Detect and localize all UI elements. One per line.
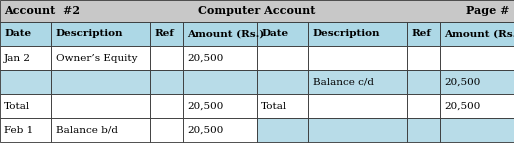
Text: Computer Account: Computer Account [198, 6, 316, 17]
Bar [151, 22, 183, 46]
Bar [408, 70, 440, 94]
Text: Owner’s Equity: Owner’s Equity [56, 53, 137, 62]
Bar [440, 94, 514, 118]
Bar [308, 94, 408, 118]
Bar [257, 70, 308, 94]
Text: Date: Date [4, 30, 31, 39]
Bar [151, 46, 183, 70]
Text: Total: Total [261, 102, 287, 111]
Text: Ref: Ref [155, 30, 174, 39]
Bar [408, 22, 440, 46]
Text: 20,500: 20,500 [444, 102, 481, 111]
Text: 20,500: 20,500 [187, 53, 224, 62]
Bar [0, 94, 51, 118]
Bar [0, 46, 51, 70]
Bar [151, 70, 183, 94]
Bar [440, 46, 514, 70]
Text: Description: Description [313, 30, 380, 39]
Text: Balance c/d: Balance c/d [313, 77, 374, 87]
Bar [51, 94, 151, 118]
Text: Ref: Ref [412, 30, 431, 39]
Bar [0, 0, 514, 22]
Bar [0, 118, 51, 142]
Bar [440, 70, 514, 94]
Bar [51, 46, 151, 70]
Bar [257, 22, 308, 46]
Text: Page #: Page # [466, 6, 510, 17]
Bar [308, 70, 408, 94]
Bar [183, 46, 257, 70]
Bar [440, 22, 514, 46]
Text: 20,500: 20,500 [187, 102, 224, 111]
Text: 20,500: 20,500 [187, 125, 224, 134]
Bar [51, 70, 151, 94]
Bar [408, 118, 440, 142]
Text: Jan 2: Jan 2 [4, 53, 31, 62]
Bar [257, 46, 308, 70]
Text: Account  #2: Account #2 [4, 6, 80, 17]
Bar [408, 94, 440, 118]
Bar [151, 118, 183, 142]
Text: Total: Total [4, 102, 30, 111]
Bar [183, 22, 257, 46]
Bar [51, 118, 151, 142]
Bar [0, 70, 51, 94]
Text: Balance b/d: Balance b/d [56, 125, 118, 134]
Bar [183, 118, 257, 142]
Bar [308, 22, 408, 46]
Bar [257, 118, 308, 142]
Text: Amount (Rs.): Amount (Rs.) [444, 30, 514, 39]
Bar [0, 22, 51, 46]
Text: 20,500: 20,500 [444, 77, 481, 87]
Bar [51, 22, 151, 46]
Bar [408, 46, 440, 70]
Bar [151, 94, 183, 118]
Bar [308, 118, 408, 142]
Text: Feb 1: Feb 1 [4, 125, 33, 134]
Bar [183, 94, 257, 118]
Bar [440, 118, 514, 142]
Bar [308, 46, 408, 70]
Bar [257, 94, 308, 118]
Text: Date: Date [261, 30, 288, 39]
Bar [183, 70, 257, 94]
Text: Amount (Rs.): Amount (Rs.) [187, 30, 264, 39]
Text: Description: Description [56, 30, 123, 39]
